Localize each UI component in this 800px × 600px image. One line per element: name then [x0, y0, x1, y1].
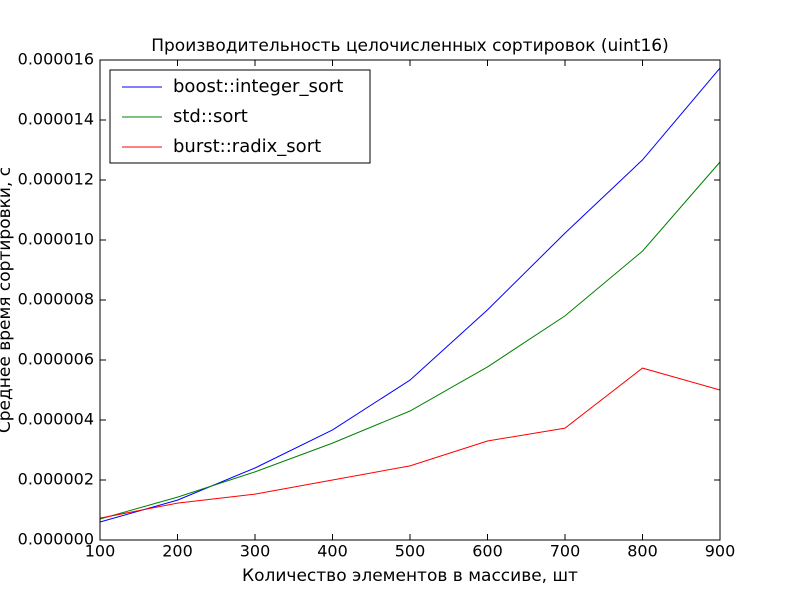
x-tick-label: 100	[85, 542, 116, 561]
plot-frame	[99, 59, 721, 541]
x-tick-label: 300	[240, 542, 271, 561]
y-tick-label: 0.000010	[18, 230, 94, 249]
chart-title: Производительность целочисленных сортиро…	[151, 36, 669, 56]
y-axis-label: Среднее время сортировки, с	[0, 167, 15, 433]
x-axis-label: Количество элементов в массиве, шт	[242, 566, 578, 586]
y-tick-label: 0.000012	[18, 170, 94, 189]
x-tick-label: 400	[317, 542, 348, 561]
series-line	[99, 161, 721, 520]
y-tick-label: 0.000004	[18, 410, 94, 429]
x-tick-label: 700	[550, 542, 581, 561]
y-tick-label: 0.000014	[18, 110, 94, 129]
y-tick-label: 0.000006	[18, 350, 94, 369]
series-line	[99, 367, 721, 519]
legend-label: boost::integer_sort	[173, 76, 343, 97]
x-tick-label: 600	[472, 542, 503, 561]
y-tick-label: 0.000002	[18, 470, 94, 489]
x-tick-label: 500	[395, 542, 426, 561]
y-tick-label: 0.000000	[18, 530, 94, 549]
series-line	[99, 67, 721, 523]
y-tick-label: 0.000008	[18, 290, 94, 309]
legend-label: std::sort	[173, 106, 248, 127]
x-tick-label: 200	[162, 542, 193, 561]
x-tick-label: 900	[705, 542, 736, 561]
y-tick-label: 0.000016	[18, 50, 94, 69]
x-tick-label: 800	[627, 542, 658, 561]
legend-label: burst::radix_sort	[173, 136, 321, 157]
